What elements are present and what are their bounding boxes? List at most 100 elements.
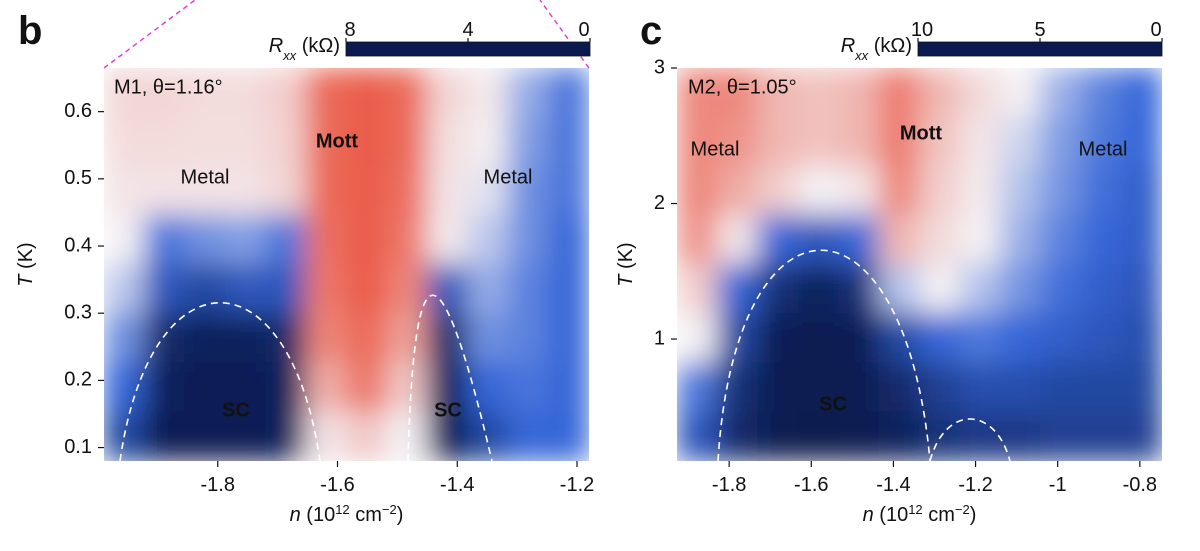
heatmap-cell xyxy=(1040,411,1082,461)
heatmap-cell xyxy=(716,214,759,265)
colorbar-label-part: R xyxy=(841,35,855,57)
zoom-line xyxy=(103,0,196,69)
heatmap-cell xyxy=(386,362,428,413)
heatmap-cell xyxy=(548,313,589,364)
heatmap-cell xyxy=(716,165,759,216)
y-tick-label: 2 xyxy=(654,192,665,214)
heatmap-cell xyxy=(1121,264,1162,315)
y-tick-label: 0.5 xyxy=(64,167,92,189)
x-axis-label-part: 12 xyxy=(908,502,922,517)
x-axis-label-part: cm xyxy=(923,504,955,526)
heatmap-cell xyxy=(224,68,267,118)
heatmap-cell xyxy=(426,264,469,315)
colorbar-label-part: (kΩ) xyxy=(296,35,340,57)
x-axis-label-part: (10 xyxy=(874,504,908,526)
y-tick-label: 1 xyxy=(654,327,665,349)
heatmap-cell xyxy=(224,116,267,167)
y-tick-label: 0.6 xyxy=(64,100,92,122)
heatmap-cell xyxy=(999,313,1042,364)
heatmap-cell xyxy=(677,214,718,265)
heatmap-cell xyxy=(305,165,347,216)
annotation: Mott xyxy=(900,122,943,144)
annotation: SC xyxy=(222,399,250,421)
heatmap-cell xyxy=(386,411,428,461)
heatmap-cell xyxy=(265,165,307,216)
heatmap-cell xyxy=(677,264,718,315)
x-tick-label: -1.6 xyxy=(320,474,354,496)
heatmap-cell xyxy=(919,411,961,461)
heatmap-cell xyxy=(959,116,1001,167)
heatmap-cell xyxy=(467,214,509,265)
heatmap-cell xyxy=(757,362,799,413)
heatmap-cell xyxy=(386,68,428,118)
heatmap-cell xyxy=(467,411,509,461)
x-tick-label: -1.2 xyxy=(560,474,594,496)
heatmap-cell xyxy=(959,68,1001,118)
heatmap-cell xyxy=(999,214,1042,265)
heatmap-cell xyxy=(143,116,186,167)
heatmap-cell xyxy=(184,116,226,167)
heatmap-cell xyxy=(1040,116,1082,167)
heatmap-cell xyxy=(677,165,718,216)
heatmap-cell xyxy=(959,264,1001,315)
x-tick-label: -0.8 xyxy=(1123,474,1157,496)
heatmap-cell xyxy=(716,411,759,461)
y-axis-label-part: T xyxy=(615,273,637,287)
heatmap-cell xyxy=(265,68,307,118)
heatmap-cell xyxy=(1121,214,1162,265)
heatmap-cell xyxy=(797,362,840,413)
x-axis-label-part: −2 xyxy=(955,502,970,517)
heatmap-cell xyxy=(716,68,759,118)
heatmap-cell xyxy=(467,264,509,315)
heatmap-cell xyxy=(757,264,799,315)
y-tick-label: 0.2 xyxy=(64,369,92,391)
heatmap-cell xyxy=(716,362,759,413)
heatmap-cell xyxy=(548,264,589,315)
heatmap-cell xyxy=(386,264,428,315)
heatmap-cell xyxy=(716,264,759,315)
heatmap-cell xyxy=(426,362,469,413)
colorbar-label: Rxx (kΩ) xyxy=(841,35,912,63)
heatmap-cell xyxy=(919,116,961,167)
heatmap-cell xyxy=(224,214,267,265)
x-axis-label-part: n xyxy=(290,504,301,526)
annotation: Metal xyxy=(181,166,230,188)
annotation: M2, θ=1.05° xyxy=(688,76,797,98)
heatmap-cell xyxy=(1080,362,1123,413)
heatmap-cell xyxy=(104,116,145,167)
heatmap-cell xyxy=(467,68,509,118)
panel-letter: c xyxy=(640,9,662,53)
annotation: SC xyxy=(819,393,847,415)
heatmap-cell xyxy=(1040,165,1082,216)
colorbar-tick-label: 8 xyxy=(344,19,355,41)
zoom-line xyxy=(539,0,590,69)
x-axis-label-part: 12 xyxy=(335,502,349,517)
y-axis-label-part: (K) xyxy=(615,242,637,274)
heatmap-cell xyxy=(999,165,1042,216)
heatmap-cell xyxy=(999,264,1042,315)
y-axis-label: T (K) xyxy=(615,242,637,286)
heatmap-cell xyxy=(548,411,589,461)
heatmap-cell xyxy=(878,411,920,461)
heatmap-cell xyxy=(305,68,347,118)
heatmap-cell xyxy=(919,214,961,265)
heatmap-cell xyxy=(346,165,388,216)
heatmap-cell xyxy=(878,116,920,167)
x-axis-label: n (1012 cm−2) xyxy=(863,502,977,527)
heatmap-cell xyxy=(184,411,226,461)
heatmap-cell xyxy=(143,214,186,265)
x-axis-label: n (1012 cm−2) xyxy=(290,502,404,527)
heatmap-cell xyxy=(757,116,799,167)
heatmap-cell xyxy=(797,214,840,265)
heatmap-cell xyxy=(878,68,920,118)
y-axis-label-part: (K) xyxy=(15,242,37,274)
heatmap-cell xyxy=(838,68,880,118)
heatmap-cell xyxy=(1121,165,1162,216)
annotation: M1, θ=1.16° xyxy=(114,76,223,98)
heatmap-cell xyxy=(838,116,880,167)
heatmap-cell xyxy=(467,165,509,216)
heatmap-cell xyxy=(919,264,961,315)
y-tick-label: 3 xyxy=(654,56,665,78)
heatmap-cell xyxy=(677,68,718,118)
heatmap-cell xyxy=(426,165,469,216)
